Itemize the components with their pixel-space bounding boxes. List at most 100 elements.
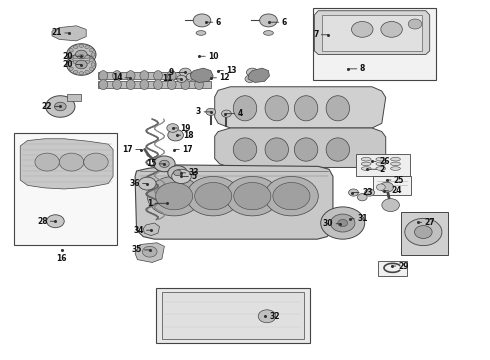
Ellipse shape: [376, 157, 386, 161]
Ellipse shape: [91, 53, 95, 56]
Ellipse shape: [89, 57, 94, 60]
Circle shape: [147, 176, 201, 216]
Circle shape: [245, 75, 255, 82]
Ellipse shape: [85, 60, 90, 63]
Ellipse shape: [140, 71, 149, 81]
Ellipse shape: [361, 157, 371, 161]
Ellipse shape: [113, 71, 122, 81]
Ellipse shape: [294, 138, 318, 161]
Circle shape: [258, 310, 276, 323]
Text: 1: 1: [147, 199, 167, 208]
Ellipse shape: [68, 63, 72, 66]
Ellipse shape: [69, 67, 73, 71]
Ellipse shape: [69, 57, 73, 60]
Polygon shape: [135, 243, 164, 262]
Ellipse shape: [265, 96, 289, 121]
Circle shape: [225, 176, 279, 216]
Text: 10: 10: [198, 52, 219, 61]
Bar: [14, 134, 117, 244]
Polygon shape: [315, 11, 430, 54]
Ellipse shape: [376, 167, 386, 170]
Text: 14: 14: [112, 73, 130, 82]
Circle shape: [54, 102, 66, 111]
Ellipse shape: [73, 71, 78, 73]
Polygon shape: [144, 223, 159, 235]
Text: 22: 22: [42, 102, 60, 111]
Text: 30: 30: [323, 219, 340, 228]
Bar: [356, 154, 410, 176]
Bar: [162, 292, 304, 338]
Text: 12: 12: [211, 73, 230, 82]
Ellipse shape: [79, 72, 84, 75]
Text: 8: 8: [347, 64, 365, 73]
Ellipse shape: [294, 96, 318, 121]
Ellipse shape: [181, 80, 190, 90]
Bar: [401, 212, 448, 255]
Ellipse shape: [126, 80, 135, 90]
Polygon shape: [20, 139, 113, 189]
Circle shape: [260, 14, 277, 27]
Circle shape: [176, 75, 186, 82]
Text: 25: 25: [387, 176, 404, 185]
Text: 13: 13: [218, 66, 237, 75]
Text: 6: 6: [206, 18, 221, 27]
Circle shape: [408, 19, 422, 29]
Text: 19: 19: [173, 123, 191, 132]
Text: 16: 16: [56, 250, 67, 263]
Ellipse shape: [361, 167, 371, 170]
Circle shape: [159, 160, 169, 167]
Text: 2: 2: [367, 165, 385, 174]
Circle shape: [376, 184, 385, 190]
Ellipse shape: [79, 54, 84, 57]
Circle shape: [186, 73, 196, 80]
Circle shape: [47, 215, 64, 228]
Circle shape: [179, 68, 191, 77]
Ellipse shape: [73, 45, 78, 49]
Circle shape: [75, 60, 87, 69]
Ellipse shape: [68, 53, 72, 56]
Text: 33: 33: [181, 168, 199, 177]
Ellipse shape: [69, 49, 73, 52]
Ellipse shape: [233, 138, 257, 161]
Circle shape: [84, 153, 108, 171]
Text: 15: 15: [146, 159, 164, 168]
Circle shape: [380, 182, 393, 192]
Ellipse shape: [167, 71, 176, 81]
Circle shape: [46, 96, 75, 117]
Circle shape: [221, 110, 231, 117]
Text: 21: 21: [51, 28, 69, 37]
Circle shape: [365, 189, 374, 196]
Ellipse shape: [79, 62, 84, 64]
Circle shape: [154, 156, 175, 172]
Ellipse shape: [85, 71, 90, 73]
Text: 4: 4: [225, 109, 243, 118]
Ellipse shape: [391, 162, 400, 166]
Circle shape: [35, 153, 59, 171]
Bar: [373, 176, 411, 195]
Ellipse shape: [140, 80, 149, 90]
Ellipse shape: [195, 71, 203, 81]
Circle shape: [173, 170, 181, 176]
Text: 26: 26: [372, 157, 390, 166]
Ellipse shape: [326, 96, 349, 121]
Text: 29: 29: [392, 262, 409, 271]
Bar: [67, 94, 81, 101]
Text: 20: 20: [63, 60, 81, 69]
Bar: [156, 288, 310, 343]
Circle shape: [139, 177, 156, 190]
Circle shape: [331, 214, 355, 232]
Polygon shape: [52, 26, 86, 41]
Bar: [98, 81, 211, 88]
Circle shape: [172, 169, 191, 184]
Circle shape: [206, 108, 216, 116]
Circle shape: [234, 183, 271, 210]
Circle shape: [351, 22, 373, 37]
Ellipse shape: [264, 31, 273, 35]
Text: 6: 6: [270, 18, 287, 27]
Ellipse shape: [89, 67, 94, 71]
Circle shape: [348, 189, 358, 196]
Bar: [314, 8, 436, 80]
Ellipse shape: [85, 45, 90, 49]
Ellipse shape: [391, 157, 400, 161]
Circle shape: [143, 246, 157, 257]
